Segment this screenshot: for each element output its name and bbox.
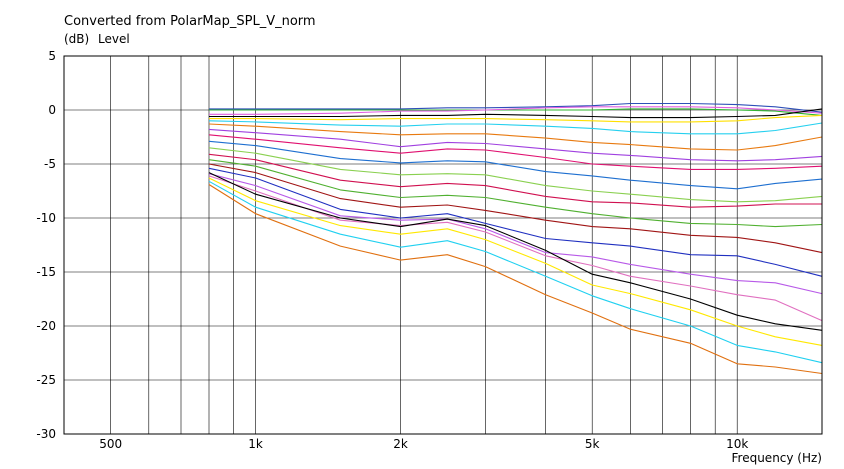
y-axis-label: Level bbox=[98, 32, 130, 46]
y-tick-label: -30 bbox=[36, 427, 56, 441]
series-line-9 bbox=[208, 134, 823, 170]
x-tick-label: 10k bbox=[726, 437, 748, 451]
series-line-12 bbox=[208, 153, 822, 208]
series-line-5 bbox=[209, 114, 823, 123]
y-tick-label: 0 bbox=[48, 103, 56, 117]
series-line-4 bbox=[209, 108, 823, 119]
x-tick-label: 2k bbox=[393, 437, 408, 451]
chart-title: Converted from PolarMap_SPL_V_norm bbox=[64, 14, 316, 29]
series-line-16 bbox=[208, 173, 823, 295]
series-line-14 bbox=[208, 163, 823, 254]
y-tick-label: -5 bbox=[44, 157, 56, 171]
series-line-13 bbox=[208, 159, 823, 228]
x-tick-label: 500 bbox=[99, 437, 122, 451]
series-line-17 bbox=[208, 175, 823, 322]
series-line-18 bbox=[208, 172, 823, 331]
y-tick-label: -20 bbox=[36, 319, 56, 333]
y-tick-label: -25 bbox=[36, 373, 56, 387]
series-line-7 bbox=[208, 123, 823, 151]
series-group bbox=[208, 102, 823, 375]
series-line-11 bbox=[208, 147, 823, 203]
series-line-1 bbox=[209, 102, 823, 113]
x-axis-label: Frequency (Hz) bbox=[732, 451, 823, 465]
series-line-8 bbox=[208, 128, 823, 162]
plot-frame bbox=[63, 55, 823, 435]
series-line-20 bbox=[208, 180, 823, 364]
grid bbox=[64, 55, 822, 435]
series-line-2 bbox=[209, 108, 823, 116]
tick-labels: 5 0 -5 -10 -15 -20 -25 -30 500 1k 2k 5k 10k bbox=[36, 49, 748, 451]
series-line-10 bbox=[208, 140, 823, 190]
series-line-15 bbox=[208, 167, 823, 277]
x-tick-label: 1k bbox=[248, 437, 263, 451]
y-tick-label: -15 bbox=[36, 265, 56, 279]
series-line-19 bbox=[208, 177, 823, 346]
y-tick-label: -10 bbox=[36, 211, 56, 225]
x-tick-label: 5k bbox=[585, 437, 600, 451]
series-line-21 bbox=[208, 184, 823, 375]
series-line-3 bbox=[209, 106, 823, 115]
series-line-6 bbox=[208, 120, 823, 135]
y-axis-unit: (dB) bbox=[64, 32, 89, 46]
y-tick-label: 5 bbox=[48, 49, 56, 63]
